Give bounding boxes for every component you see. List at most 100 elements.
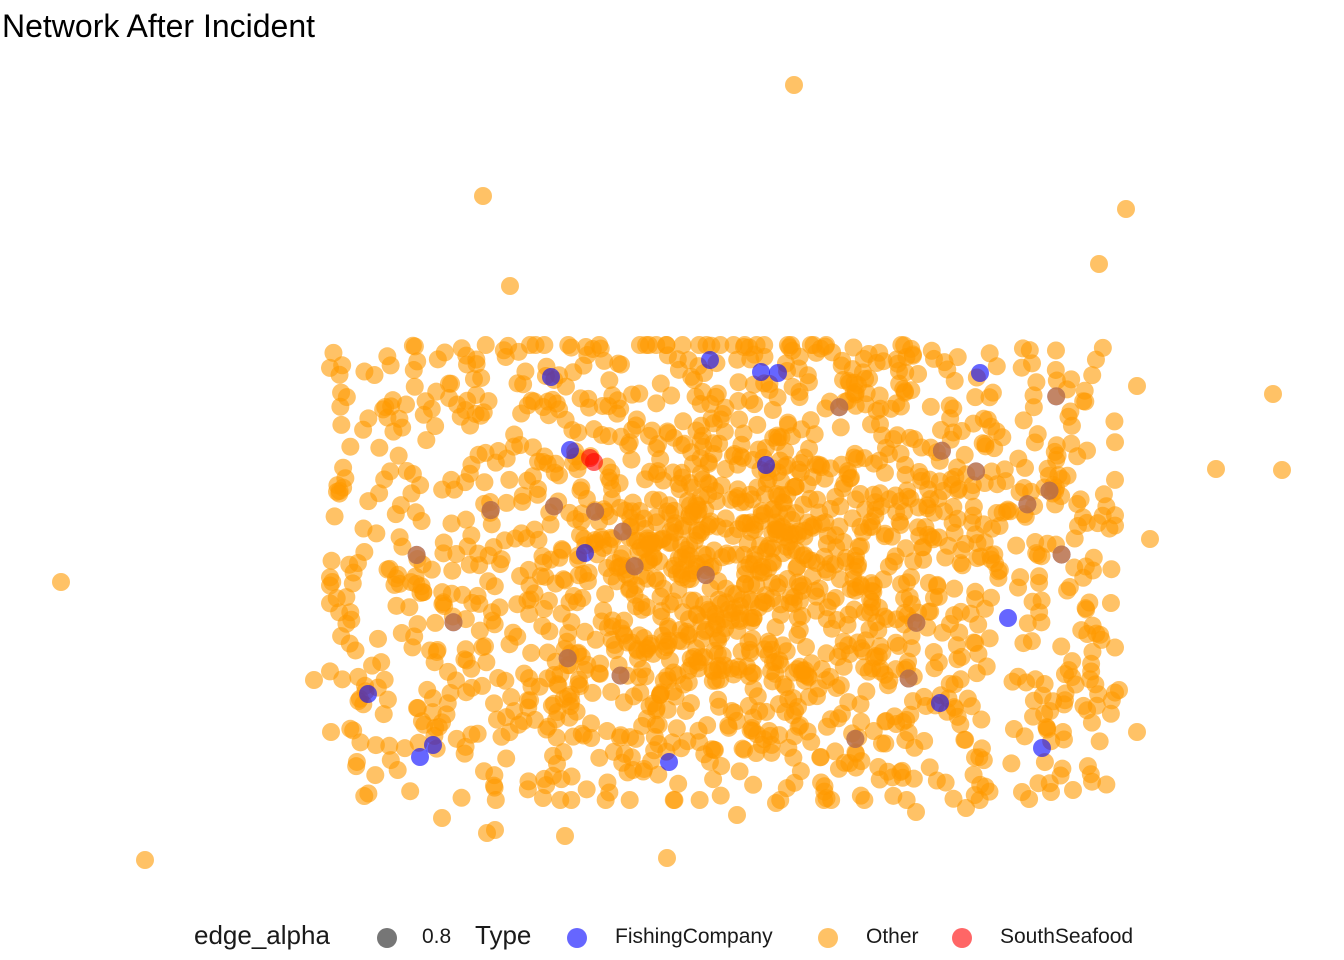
point-other xyxy=(685,591,704,610)
point-other xyxy=(863,659,882,678)
point-other xyxy=(691,394,710,413)
point-other xyxy=(974,751,993,770)
point-other xyxy=(514,375,533,394)
point-other xyxy=(1007,536,1026,555)
point-other xyxy=(955,730,974,749)
point-other xyxy=(401,782,420,801)
point-other xyxy=(669,774,688,793)
point-other xyxy=(1128,377,1146,395)
point-other xyxy=(407,545,426,564)
point-other xyxy=(1097,775,1116,794)
point-other xyxy=(742,612,761,631)
point-other xyxy=(724,336,743,354)
point-other xyxy=(462,678,481,697)
point-other xyxy=(909,498,928,517)
point-other xyxy=(1078,757,1097,776)
point-other xyxy=(489,669,508,688)
point-other xyxy=(692,647,711,666)
point-other xyxy=(440,389,459,408)
point-other xyxy=(1110,681,1128,699)
point-other xyxy=(830,398,849,417)
point-other xyxy=(1013,339,1032,358)
point-other xyxy=(948,650,967,669)
point-other xyxy=(817,644,836,663)
point-other xyxy=(690,791,709,809)
point-other xyxy=(929,489,948,508)
point-other xyxy=(896,539,915,558)
point-other xyxy=(866,493,885,512)
point-other xyxy=(1128,723,1146,741)
point-other xyxy=(975,599,994,618)
point-other xyxy=(485,577,504,596)
point-other xyxy=(485,694,504,713)
point-other xyxy=(1068,447,1087,466)
point-other xyxy=(414,583,433,602)
point-other xyxy=(460,464,479,483)
point-other xyxy=(658,636,677,655)
point-other xyxy=(772,428,791,447)
point-other xyxy=(512,404,531,423)
point-other xyxy=(627,576,646,595)
point-other xyxy=(477,653,496,672)
point-other xyxy=(375,470,394,489)
point-other xyxy=(538,669,557,688)
point-other xyxy=(845,600,864,619)
point-other xyxy=(630,336,649,354)
point-other xyxy=(550,400,569,419)
point-other xyxy=(649,765,668,784)
point-other xyxy=(748,415,767,434)
point-other xyxy=(932,441,951,460)
point-other xyxy=(673,336,692,354)
point-other xyxy=(1207,460,1225,478)
point-other xyxy=(895,383,914,402)
point-other xyxy=(1065,558,1084,577)
point-other xyxy=(442,514,461,533)
point-other xyxy=(370,438,389,457)
point-other xyxy=(729,657,748,676)
point-other xyxy=(671,560,690,579)
point-other xyxy=(875,527,894,546)
point-other xyxy=(611,666,630,685)
point-other xyxy=(987,357,1006,376)
point-other xyxy=(1264,385,1282,403)
point-other xyxy=(728,806,746,824)
point-other xyxy=(941,409,960,428)
point-other xyxy=(1061,402,1080,421)
point-other xyxy=(1075,381,1094,400)
point-other xyxy=(305,671,323,689)
point-other xyxy=(891,515,910,534)
point-other xyxy=(476,336,495,354)
point-other xyxy=(539,591,558,610)
point-other xyxy=(595,351,614,370)
point-other xyxy=(559,336,578,354)
point-other xyxy=(573,589,592,608)
point-other xyxy=(533,547,552,566)
point-other xyxy=(962,482,981,501)
point-other xyxy=(875,607,894,626)
point-other xyxy=(392,624,411,643)
point-other xyxy=(378,690,397,709)
point-other xyxy=(763,672,782,691)
point-other xyxy=(391,496,410,515)
point-other xyxy=(601,472,620,491)
point-other xyxy=(961,604,980,623)
point-other xyxy=(613,545,632,564)
point-other xyxy=(761,726,780,745)
point-other xyxy=(340,555,359,574)
point-other xyxy=(635,643,654,662)
point-southseafood xyxy=(581,449,599,467)
point-other xyxy=(584,420,603,439)
point-other xyxy=(804,516,823,535)
point-other xyxy=(855,791,874,809)
point-other xyxy=(683,454,702,473)
point-other xyxy=(625,557,644,576)
point-other xyxy=(929,587,948,606)
point-other xyxy=(412,712,431,731)
point-other xyxy=(368,629,387,648)
point-other xyxy=(1047,371,1066,390)
point-other xyxy=(551,791,570,809)
point-other xyxy=(1059,661,1078,680)
point-other xyxy=(704,770,723,789)
point-other xyxy=(1015,727,1034,746)
point-other xyxy=(664,428,683,447)
